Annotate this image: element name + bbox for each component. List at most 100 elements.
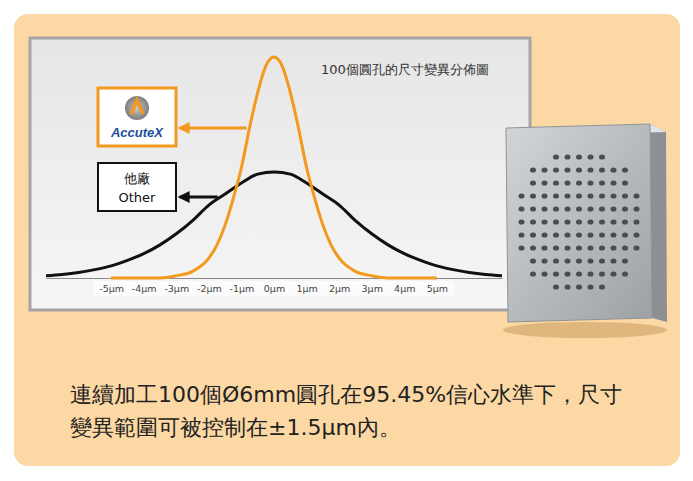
block-hole bbox=[553, 193, 559, 198]
block-hole bbox=[542, 245, 548, 250]
block-hole bbox=[565, 206, 571, 211]
block-hole bbox=[519, 219, 525, 224]
x-tick-label: -4µm bbox=[132, 283, 157, 294]
block-hole bbox=[588, 219, 594, 224]
x-tick: -4µm bbox=[132, 278, 157, 294]
block-hole bbox=[588, 167, 594, 172]
block-hole bbox=[611, 193, 617, 198]
block-hole bbox=[599, 284, 605, 289]
block-hole bbox=[576, 219, 582, 224]
x-tick: 2µm bbox=[329, 278, 350, 294]
block-hole bbox=[576, 232, 582, 237]
block-hole bbox=[576, 258, 582, 263]
x-tick: 0µm bbox=[264, 278, 285, 294]
x-tick: 3µm bbox=[362, 278, 383, 294]
block-hole bbox=[634, 206, 640, 211]
x-tick: 4µm bbox=[394, 278, 415, 294]
block-hole bbox=[599, 258, 605, 263]
metal-block bbox=[503, 124, 667, 338]
block-hole bbox=[542, 258, 548, 263]
block-hole bbox=[599, 219, 605, 224]
block-side bbox=[650, 124, 667, 322]
block-face bbox=[506, 124, 652, 322]
annotation-text: 他廠 bbox=[124, 171, 150, 186]
x-tick: -1µm bbox=[230, 278, 255, 294]
block-hole bbox=[576, 193, 582, 198]
block-hole bbox=[611, 219, 617, 224]
x-tick-label: -2µm bbox=[197, 283, 222, 294]
block-hole bbox=[576, 284, 582, 289]
block-hole bbox=[599, 271, 605, 276]
block-hole bbox=[634, 219, 640, 224]
block-hole bbox=[622, 193, 628, 198]
block-hole bbox=[553, 180, 559, 185]
block-hole bbox=[530, 193, 536, 198]
block-hole bbox=[553, 219, 559, 224]
x-tick-label: 3µm bbox=[362, 283, 383, 294]
annotation-box bbox=[98, 163, 176, 211]
block-hole bbox=[622, 271, 628, 276]
block-hole bbox=[519, 232, 525, 237]
block-hole bbox=[611, 258, 617, 263]
block-hole bbox=[530, 180, 536, 185]
block-hole bbox=[634, 193, 640, 198]
annotation: 他廠 Other bbox=[98, 163, 218, 211]
block-hole bbox=[565, 167, 571, 172]
block-hole bbox=[588, 180, 594, 185]
block-hole bbox=[576, 206, 582, 211]
x-tick-label: 4µm bbox=[394, 283, 415, 294]
x-tick: -3µm bbox=[164, 278, 189, 294]
x-axis: -5µm-4µm-3µm-2µm-1µm0µm1µm2µm3µm4µm5µm bbox=[47, 278, 503, 294]
block-hole bbox=[588, 284, 594, 289]
block-hole bbox=[530, 219, 536, 224]
block-hole bbox=[530, 271, 536, 276]
block-hole bbox=[553, 154, 559, 159]
block-hole bbox=[565, 284, 571, 289]
chart-panel bbox=[30, 38, 530, 310]
block-hole bbox=[611, 167, 617, 172]
block-hole bbox=[565, 258, 571, 263]
block-hole bbox=[542, 271, 548, 276]
block-hole bbox=[599, 154, 605, 159]
block-hole bbox=[576, 180, 582, 185]
block-hole bbox=[553, 271, 559, 276]
block-hole bbox=[553, 206, 559, 211]
block-hole bbox=[622, 258, 628, 263]
block-hole bbox=[553, 167, 559, 172]
block-hole bbox=[599, 180, 605, 185]
annotation-text: Other bbox=[119, 190, 157, 205]
block-hole bbox=[599, 167, 605, 172]
block-hole bbox=[611, 180, 617, 185]
block-hole bbox=[622, 219, 628, 224]
block-hole bbox=[611, 271, 617, 276]
annotation-arrow bbox=[180, 127, 247, 130]
x-tick-label: 0µm bbox=[264, 283, 285, 294]
block-hole bbox=[530, 206, 536, 211]
block-hole bbox=[542, 232, 548, 237]
axis-strip bbox=[93, 281, 455, 296]
block-hole bbox=[622, 206, 628, 211]
block-hole bbox=[588, 258, 594, 263]
block-hole bbox=[611, 206, 617, 211]
x-tick-label: 2µm bbox=[329, 283, 350, 294]
x-tick-label: -3µm bbox=[164, 283, 189, 294]
block-hole bbox=[565, 180, 571, 185]
logo-mark bbox=[131, 100, 143, 114]
block-hole bbox=[542, 193, 548, 198]
block-hole bbox=[576, 245, 582, 250]
logo-circle bbox=[125, 96, 149, 120]
block-hole bbox=[588, 206, 594, 211]
block-hole bbox=[530, 258, 536, 263]
plot-area bbox=[46, 57, 502, 278]
block-hole bbox=[542, 180, 548, 185]
block-hole bbox=[622, 167, 628, 172]
block-hole bbox=[530, 245, 536, 250]
x-tick: 1µm bbox=[296, 278, 317, 294]
block-hole bbox=[588, 154, 594, 159]
block-hole bbox=[530, 167, 536, 172]
block-hole bbox=[553, 245, 559, 250]
block-hole bbox=[553, 258, 559, 263]
annotation: AccuteX bbox=[98, 88, 247, 146]
block-hole bbox=[622, 180, 628, 185]
block-hole bbox=[565, 232, 571, 237]
